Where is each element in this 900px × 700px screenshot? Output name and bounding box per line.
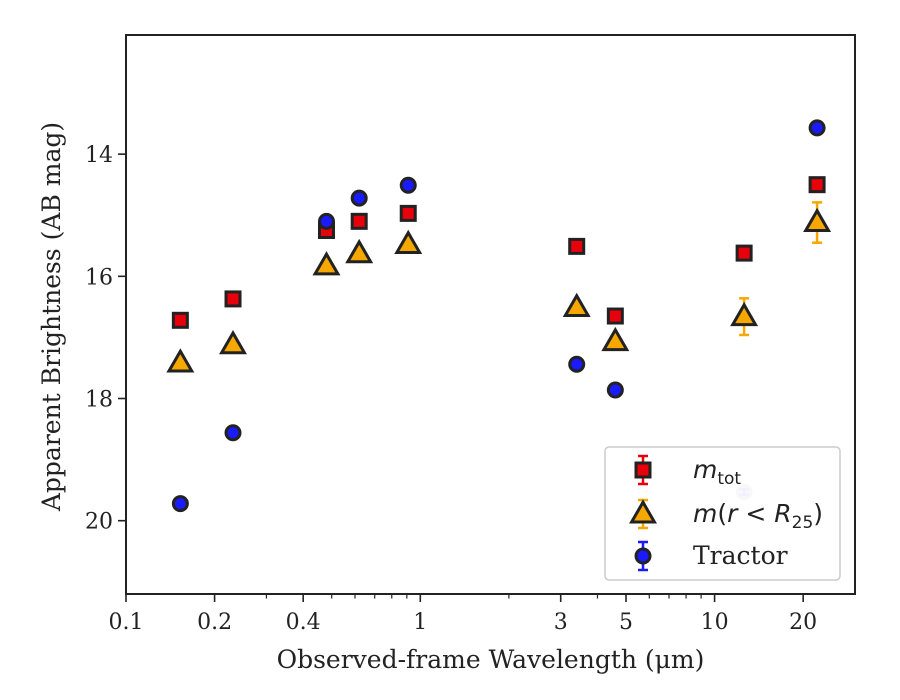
triangle-point xyxy=(166,348,195,373)
triangle-point xyxy=(730,301,759,327)
x-tick-label: 5 xyxy=(619,610,633,635)
x-tick-label: 0.2 xyxy=(197,610,232,635)
circle-point xyxy=(399,176,417,194)
y-tick-label: 14 xyxy=(85,143,113,168)
series-square xyxy=(171,176,826,329)
y-tick-label: 18 xyxy=(85,388,113,413)
square-point xyxy=(735,244,753,262)
x-tick-label: 1 xyxy=(413,610,427,635)
legend-marker-triangle xyxy=(629,499,657,524)
plot-frame xyxy=(125,34,856,595)
y-axis-title: Apparent Brightness (AB mag) xyxy=(37,122,66,512)
square-point xyxy=(808,176,826,194)
legend-label: Tractor xyxy=(693,541,788,570)
circle-point xyxy=(317,212,335,230)
legend-label: m(r < R25) xyxy=(693,499,823,533)
circle-point xyxy=(224,424,242,442)
x-tick-label: 20 xyxy=(789,610,817,635)
x-tick-label: 0.1 xyxy=(109,610,144,635)
circle-point xyxy=(350,189,368,207)
legend: mtot m(r < R25) Tractor xyxy=(604,446,841,581)
y-tick-label: 20 xyxy=(85,510,113,535)
circle-point xyxy=(606,381,624,399)
circle-point xyxy=(808,119,826,137)
triangle-point xyxy=(601,326,630,352)
x-tick-label: 0.4 xyxy=(286,610,321,635)
triangle-point xyxy=(345,238,374,264)
y-tick-label: 16 xyxy=(85,265,113,290)
square-point xyxy=(224,290,242,308)
data-marks xyxy=(166,119,832,513)
square-point xyxy=(606,307,624,325)
square-point xyxy=(568,237,586,255)
legend-marker-circle xyxy=(634,547,652,565)
circle-point xyxy=(171,495,189,513)
triangle-point xyxy=(394,229,423,255)
triangle-point xyxy=(562,292,591,317)
triangle-point xyxy=(312,251,341,276)
square-point xyxy=(171,311,189,329)
square-point xyxy=(399,204,417,222)
triangle-point xyxy=(219,329,248,355)
series-triangle xyxy=(166,201,832,373)
square-point xyxy=(350,212,368,230)
legend-label: mtot xyxy=(693,455,741,489)
triangle-point xyxy=(803,207,832,233)
x-axis-title: Observed-frame Wavelength (μm) xyxy=(277,645,705,674)
x-tick-label: 10 xyxy=(701,610,729,635)
axis-ticks: 0.1 0.2 0.4 1 3 5 10 20 14 16 18 20 xyxy=(85,143,817,635)
legend-marker-square xyxy=(634,461,652,479)
circle-point xyxy=(568,355,586,373)
x-tick-label: 3 xyxy=(554,610,568,635)
legend-box xyxy=(604,446,841,581)
